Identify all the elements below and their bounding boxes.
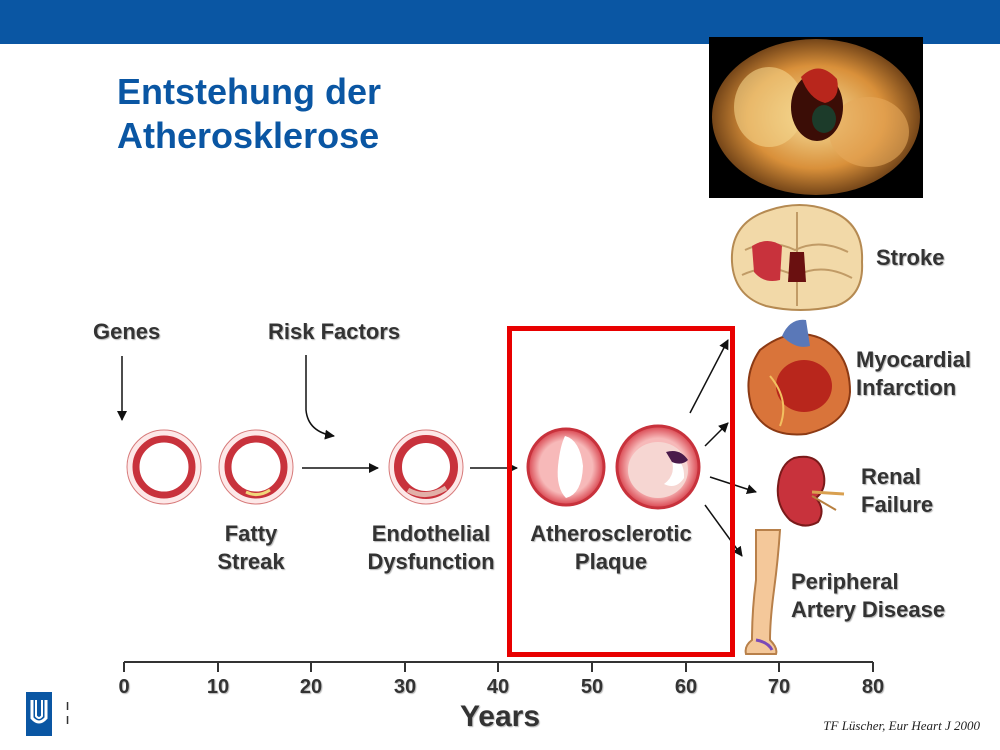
endothelial-dysfunction-label: Endothelial Dysfunction <box>367 521 495 574</box>
risk-factors-arrow <box>305 355 335 440</box>
axis-tick-label: 20 <box>299 676 323 698</box>
renal-failure-label: Renal Failure <box>861 464 934 517</box>
axis-tick-label: 70 <box>767 676 791 698</box>
myocardial-infarction-label: Myocardial Infarction <box>856 347 971 400</box>
axis-tick-label: 0 <box>118 676 130 698</box>
peripheral-artery-disease-label: Peripheral Artery Disease <box>791 569 946 622</box>
risk-factors-label: Risk Factors <box>268 319 401 344</box>
university-logo <box>26 692 52 736</box>
citation: TF Lüscher, Eur Heart J 2000 <box>823 718 980 733</box>
atherosclerotic-plaque-label: Atherosclerotic Plaque <box>530 521 692 574</box>
vessel-advanced-plaque <box>615 424 701 510</box>
angioscopy-photo <box>709 37 923 198</box>
stroke-label: Stroke <box>876 245 945 270</box>
vessel-early-plaque <box>526 427 606 507</box>
vessel-fatty-streak <box>218 429 294 505</box>
fatty-streak-label: Fatty Streak <box>217 521 285 574</box>
plaque-highlight-box <box>507 326 735 657</box>
genes-label: Genes <box>93 319 161 344</box>
vessel-normal <box>126 429 202 505</box>
brain-icon <box>730 204 864 311</box>
slide-title: Entstehung der Atherosklerose <box>117 71 382 156</box>
axis-tick-label: 80 <box>861 676 885 698</box>
timeline-axis <box>123 661 874 672</box>
arrow-to-stroke <box>689 339 729 414</box>
arrow-to-pad <box>704 504 743 557</box>
axis-tick-label: 60 <box>674 676 698 698</box>
logo-text: l l <box>66 701 70 727</box>
top-banner <box>0 0 1000 44</box>
axis-title: Years <box>459 700 541 733</box>
arrow-to-mi <box>704 422 729 447</box>
axis-tick-label: 10 <box>206 676 230 698</box>
leg-icon <box>744 529 782 655</box>
vessel-endothelial-dysfunction <box>388 429 464 505</box>
axis-tick-label: 30 <box>393 676 417 698</box>
kidney-icon <box>776 455 845 527</box>
heart-icon <box>747 319 852 436</box>
axis-tick-label: 40 <box>486 676 510 698</box>
axis-tick-label: 50 <box>580 676 604 698</box>
